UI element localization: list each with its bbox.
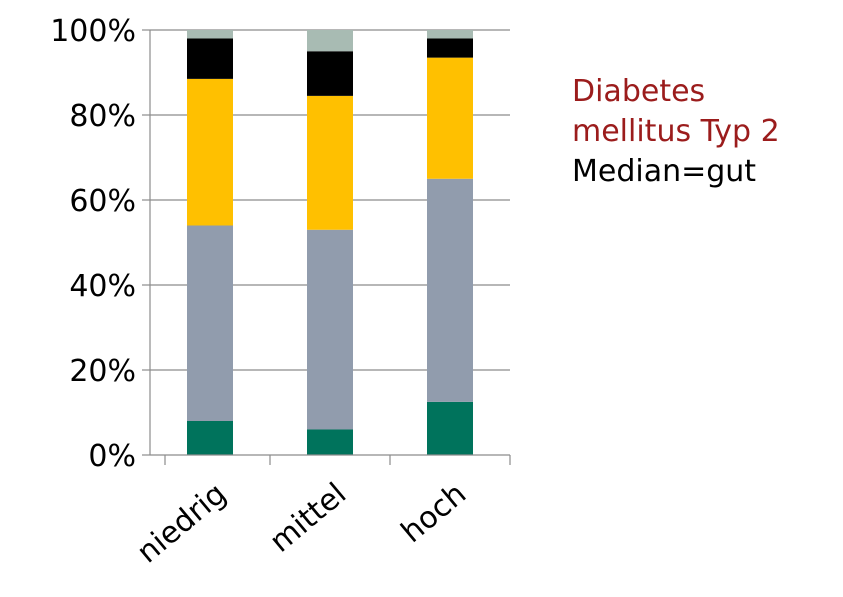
bar-segment-hoch-2 (427, 178, 473, 402)
y-tick-label: 20% (69, 354, 136, 389)
axes (142, 29, 511, 465)
bar-segment-mittel-3 (307, 95, 353, 230)
bar-segment-mittel-4 (307, 51, 353, 96)
annotation-line-2: mellitus Typ 2 (572, 114, 780, 149)
bar-segment-mittel-5 (307, 30, 353, 52)
bar-segment-hoch-4 (427, 38, 473, 58)
bar-segment-hoch-3 (427, 57, 473, 179)
y-tick-label: 60% (69, 184, 136, 219)
bar-segment-niedrig-5 (187, 30, 233, 39)
bar-segment-mittel-1 (307, 429, 353, 455)
category-labels: niedrig mittel hoch (131, 476, 474, 570)
y-tick-label: 40% (69, 269, 136, 304)
bar-segment-niedrig-1 (187, 421, 233, 455)
bar-segment-hoch-1 (427, 401, 473, 455)
category-label-hoch: hoch (395, 476, 473, 550)
annotation-line-3: Median=gut (572, 154, 757, 189)
annotation-line-1: Diabetes (572, 74, 706, 109)
bar-segment-niedrig-3 (187, 78, 233, 226)
bar-segment-niedrig-4 (187, 38, 233, 79)
category-label-niedrig: niedrig (131, 476, 234, 570)
bars (187, 30, 473, 455)
category-label-mittel: mittel (263, 476, 353, 559)
bar-segment-mittel-2 (307, 229, 353, 430)
y-tick-label: 80% (69, 99, 136, 134)
y-tick-label: 0% (88, 439, 136, 474)
bar-segment-hoch-5 (427, 30, 473, 39)
y-tick-label: 100% (50, 14, 136, 49)
bar-segment-niedrig-2 (187, 225, 233, 421)
chart-annotation: Diabetes mellitus Typ 2 Median=gut (572, 72, 780, 192)
y-tick-labels: 0% 20% 40% 60% 80% 100% (50, 14, 136, 474)
